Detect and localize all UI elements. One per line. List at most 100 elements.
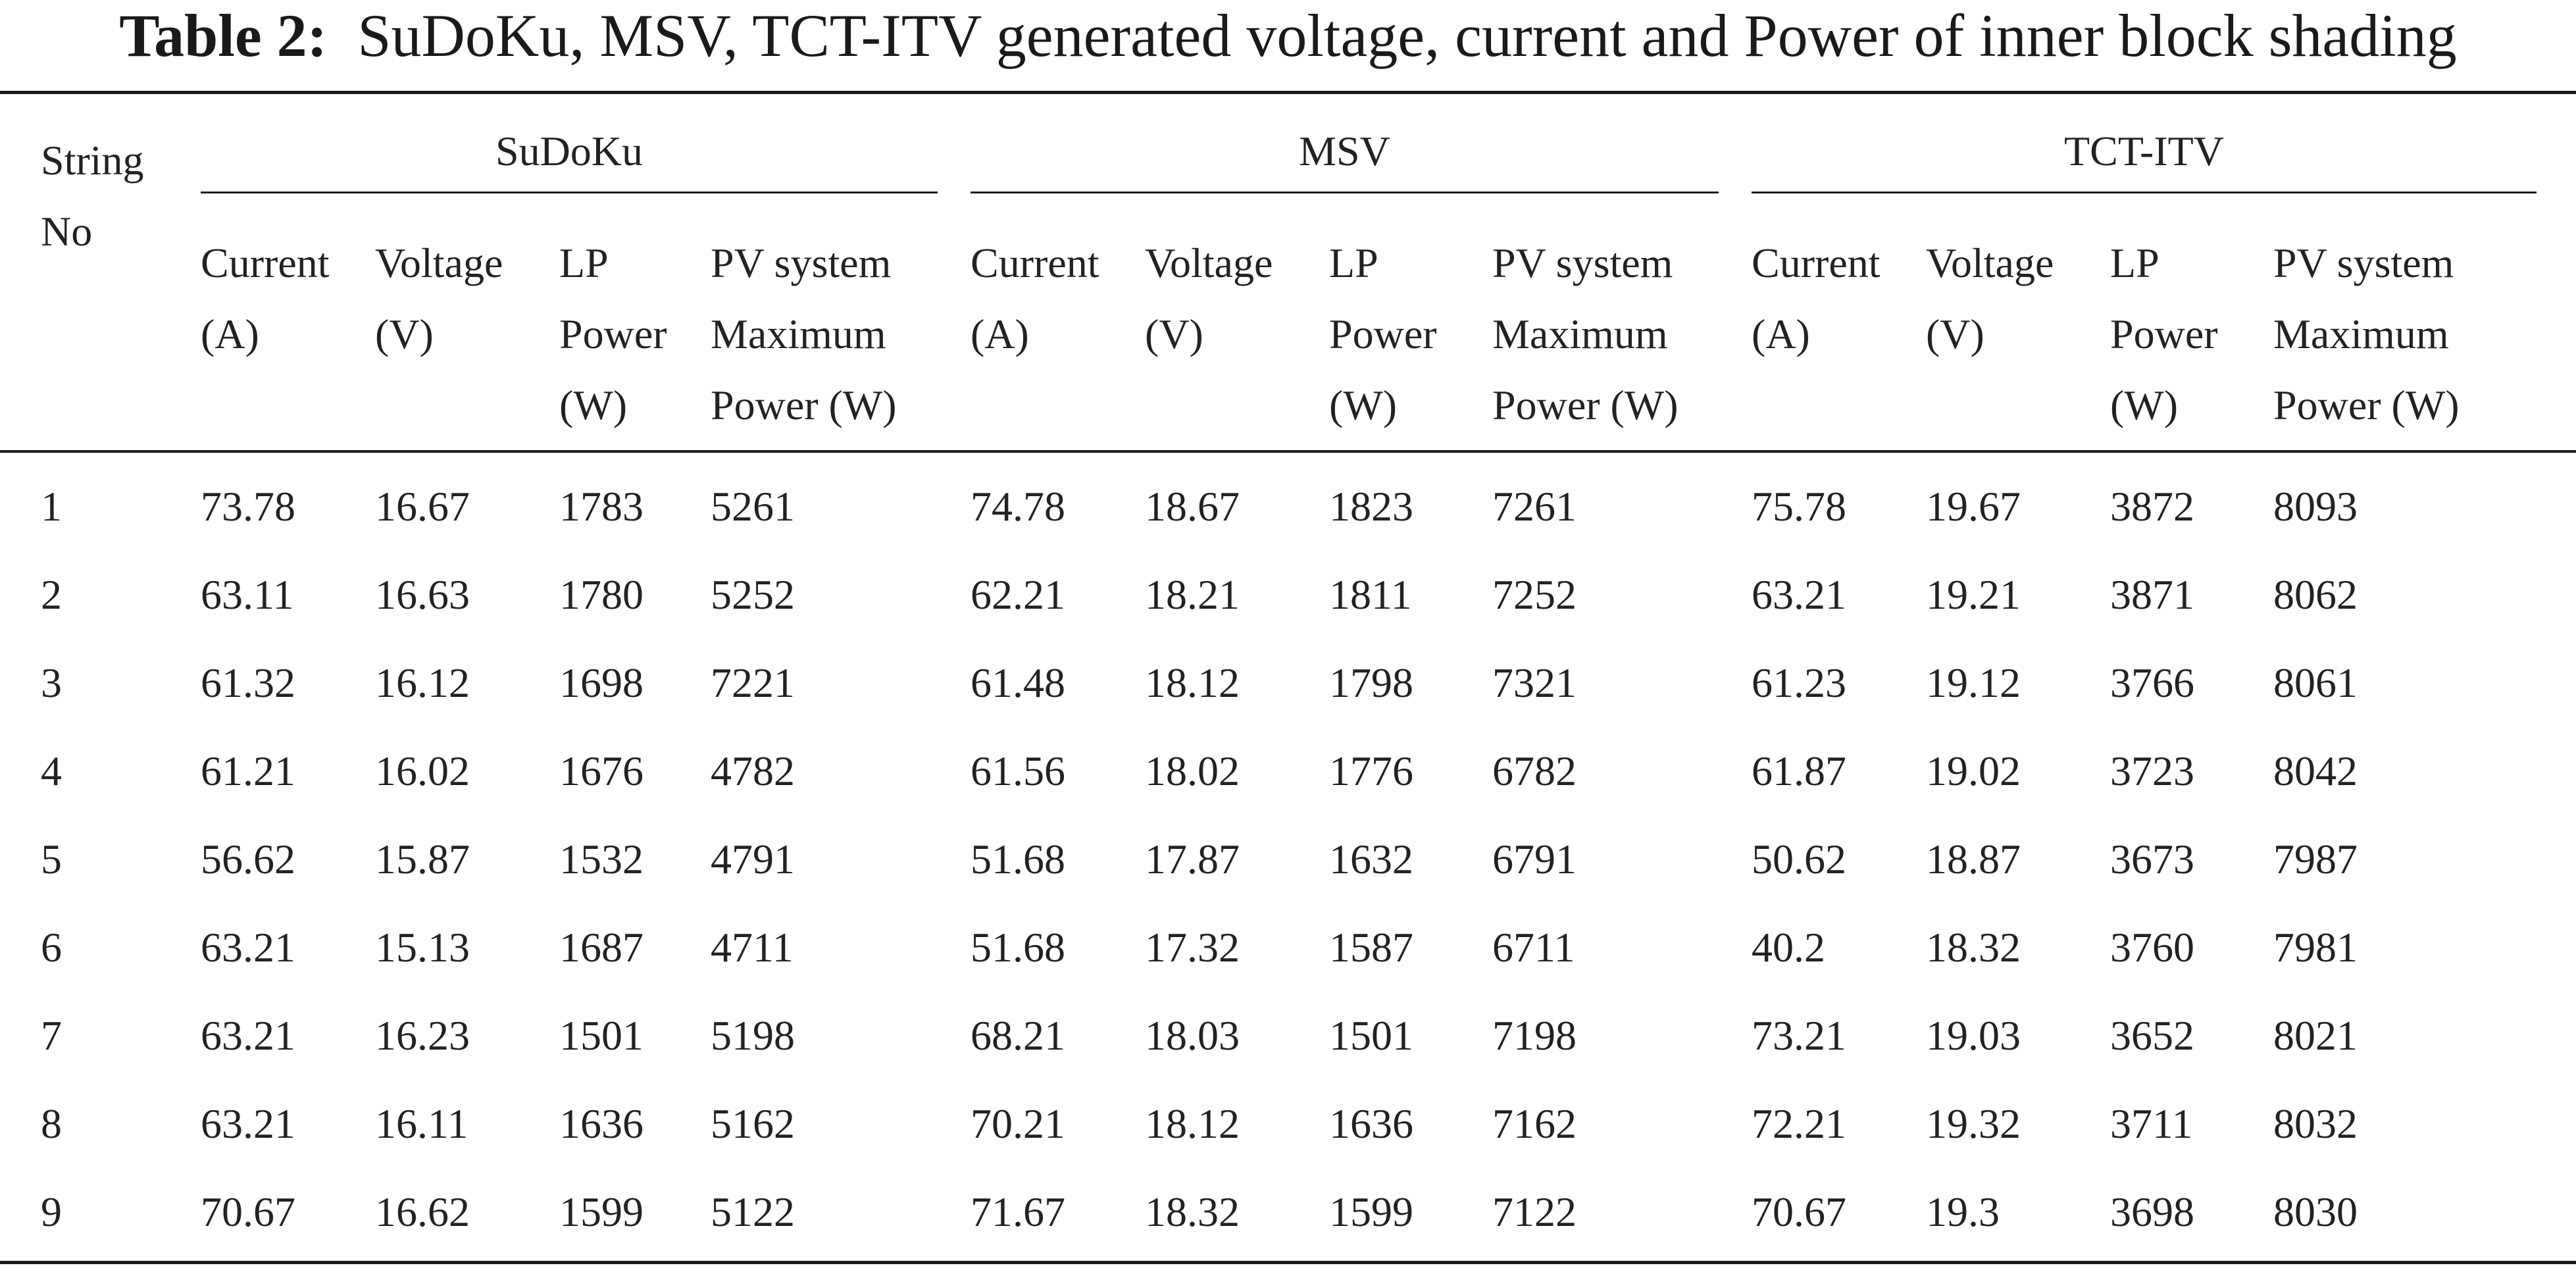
table-caption: Table 2: SuDoKu, MSV, TCT-ITV generated … — [0, 0, 2576, 71]
row-header-line: String — [41, 137, 144, 184]
table-cell: 74.78 — [971, 483, 1065, 530]
table-cell: 17.32 — [1145, 924, 1240, 971]
table-cell: 18.87 — [1926, 836, 2021, 882]
column-header-line: Voltage — [375, 240, 503, 286]
table-cell: 5198 — [711, 1012, 795, 1059]
table-cell: 1783 — [559, 483, 644, 530]
column-header-line: (W) — [1329, 382, 1398, 428]
table-cell: 51.68 — [971, 924, 1065, 971]
table-cell: 3766 — [2110, 659, 2194, 706]
row-label: 2 — [41, 571, 62, 618]
table-cell: 4782 — [711, 748, 795, 794]
column-header-line: Voltage — [1145, 240, 1273, 286]
table-cell: 63.21 — [201, 1012, 295, 1059]
table-cell: 16.02 — [375, 748, 470, 794]
column-header-line: Maximum — [2273, 311, 2449, 357]
column-header-line: (V) — [1926, 311, 1984, 357]
table-caption-label: Table 2: — [119, 2, 328, 69]
table-cell: 1676 — [559, 748, 644, 794]
row-header-line: No — [41, 208, 93, 255]
table-cell: 3723 — [2110, 748, 2194, 794]
table-cell: 17.87 — [1145, 836, 1240, 882]
row-label: 4 — [41, 748, 62, 794]
group-underline-1 — [971, 191, 1719, 193]
table-cell: 1780 — [559, 571, 644, 618]
table-cell: 3698 — [2110, 1188, 2194, 1235]
table-cell: 7162 — [1492, 1100, 1577, 1147]
table-cell: 1811 — [1329, 571, 1412, 618]
column-header-line: (A) — [201, 311, 259, 357]
column-header-line: PV system — [2273, 240, 2454, 286]
table-cell: 72.21 — [1752, 1100, 1846, 1147]
table-cell: 6791 — [1492, 836, 1577, 882]
table-cell: 61.56 — [971, 748, 1065, 794]
row-label: 6 — [41, 924, 62, 971]
row-label: 1 — [41, 483, 62, 530]
column-header-line: Power (W) — [2273, 382, 2460, 428]
group-underline-2 — [1752, 191, 2537, 193]
column-header-line: (V) — [375, 311, 434, 357]
table-cell: 7987 — [2273, 836, 2358, 882]
table-cell: 61.21 — [201, 748, 295, 794]
column-header-line: (A) — [971, 311, 1029, 357]
table-cell: 18.21 — [1145, 571, 1240, 618]
table-cell: 18.67 — [1145, 483, 1240, 530]
table-cell: 19.02 — [1926, 748, 2021, 794]
column-header-line: (W) — [559, 382, 628, 428]
table-cell: 8021 — [2273, 1012, 2358, 1059]
table-cell: 75.78 — [1752, 483, 1846, 530]
table-cell: 63.11 — [201, 571, 294, 618]
column-header-line: (W) — [2110, 382, 2179, 428]
table-cell: 8061 — [2273, 659, 2358, 706]
table-cell: 70.21 — [971, 1100, 1065, 1147]
table-cell: 73.21 — [1752, 1012, 1846, 1059]
table-cell: 1636 — [559, 1100, 644, 1147]
column-header-line: Current — [971, 240, 1099, 286]
column-header-line: Maximum — [1492, 311, 1668, 357]
table-cell: 50.62 — [1752, 836, 1846, 882]
column-header-line: (V) — [1145, 311, 1203, 357]
row-label: 7 — [41, 1012, 62, 1059]
table-cell: 1776 — [1329, 748, 1413, 794]
table-cell: 16.12 — [375, 659, 470, 706]
row-label: 8 — [41, 1100, 62, 1147]
column-header-line: PV system — [1492, 240, 1673, 286]
table-cell: 7252 — [1492, 571, 1577, 618]
table-cell: 3871 — [2110, 571, 2194, 618]
table-cell: 5261 — [711, 483, 795, 530]
table-cell: 1698 — [559, 659, 644, 706]
table-cell: 7981 — [2273, 924, 2358, 971]
table-cell: 3711 — [2110, 1100, 2193, 1147]
table-cell: 19.3 — [1926, 1188, 2000, 1235]
table-cell: 40.2 — [1752, 924, 1825, 971]
table-cell: 8042 — [2273, 748, 2358, 794]
table-cell: 4711 — [711, 924, 794, 971]
column-header-line: LP — [2110, 240, 2159, 286]
table-cell: 61.32 — [201, 659, 295, 706]
column-header-line: Maximum — [711, 311, 886, 357]
table-cell: 6782 — [1492, 748, 1577, 794]
column-header-line: PV system — [711, 240, 892, 286]
row-label: 5 — [41, 836, 62, 882]
table-cell: 1823 — [1329, 483, 1413, 530]
column-header-line: Power — [2110, 311, 2218, 357]
table-cell: 1599 — [559, 1188, 644, 1235]
table-cell: 3652 — [2110, 1012, 2194, 1059]
table-cell: 63.21 — [1752, 571, 1846, 618]
row-label: 9 — [41, 1188, 62, 1235]
table-cell: 1501 — [559, 1012, 644, 1059]
row-label: 3 — [41, 659, 62, 706]
table-cell: 15.87 — [375, 836, 470, 882]
table-cell: 73.78 — [201, 483, 295, 530]
table-cell: 8093 — [2273, 483, 2358, 530]
group-header: MSV — [1299, 128, 1390, 174]
table-cell: 18.12 — [1145, 1100, 1240, 1147]
table-cell: 6711 — [1492, 924, 1575, 971]
table-cell: 16.62 — [375, 1188, 470, 1235]
table-cell: 56.62 — [201, 836, 295, 882]
column-header-line: Current — [1752, 240, 1881, 286]
table-cell: 5122 — [711, 1188, 795, 1235]
column-header-line: Voltage — [1926, 240, 2054, 286]
table-cell: 18.02 — [1145, 748, 1240, 794]
table-cell: 70.67 — [201, 1188, 295, 1235]
